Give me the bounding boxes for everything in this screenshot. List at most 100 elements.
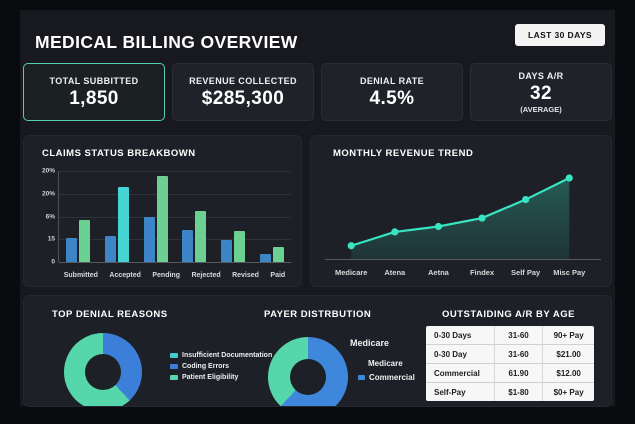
table-cell: Self-Pay [434, 387, 466, 397]
table-cell: Commercial [426, 363, 495, 383]
x-axis-label: Revised [232, 272, 259, 279]
denial-reasons-title: TOP DENIAL REASONS [52, 309, 168, 320]
bar-group [182, 171, 207, 262]
x-axis-label: Accepted [109, 272, 141, 279]
payer-label: Commercial [358, 373, 415, 382]
gridline [59, 193, 291, 195]
denial-reasons-donut-chart [64, 333, 142, 406]
bar [195, 211, 207, 262]
table-cell: $12.00 [542, 363, 594, 383]
bar [117, 187, 129, 262]
claims-x-axis-labels: Submitted Accepted Pending Rejected Revised P… [58, 272, 291, 279]
bar [104, 235, 116, 262]
bars [59, 171, 291, 262]
legend-item: Coding Errors [170, 363, 272, 370]
bar [220, 240, 232, 262]
table-row: 0-30 Days 31-60 90+ Pay [426, 326, 594, 345]
bar-group [66, 171, 91, 262]
bar [143, 217, 155, 262]
legend-swatch [358, 375, 365, 380]
trend-x-axis-labels: Medicare Atena Aetna Findex Self Pay Misc Pay [325, 268, 601, 278]
x-axis-label: Misc Pay [553, 268, 586, 277]
x-axis-label: Aetna [428, 268, 449, 277]
x-axis-label: Self Pay [511, 268, 541, 277]
y-axis-tick: 20% [41, 167, 55, 175]
trend-chart-title: MONTHLY REVENUE TREND [333, 148, 474, 159]
table-cell: 90+ Pay [542, 326, 594, 345]
gridline [59, 239, 291, 241]
denial-reasons-legend: Insufficient Documentation Coding Errors P… [170, 352, 272, 385]
payer-label: Medicare [350, 338, 389, 348]
kpi-row: TOTAL SUBBITTED 1,850 REVENUE COLLECTED … [23, 63, 612, 121]
legend-swatch [170, 364, 178, 369]
bottom-panel: TOP DENIAL REASONS Insufficient Document… [23, 295, 612, 407]
payer-label-text: Medicare [368, 359, 403, 368]
gridline [59, 216, 291, 218]
legend-swatch [170, 353, 178, 358]
legend-swatch [170, 375, 178, 380]
bar [259, 253, 271, 262]
table-row: Commercial 61.90 $12.00 [426, 363, 594, 383]
bar-group [143, 171, 168, 262]
x-axis-label: Medicare [334, 268, 368, 277]
payer-distribution-donut-chart [268, 337, 348, 406]
bar [66, 238, 78, 262]
table-cell: $21.00 [542, 344, 594, 364]
payer-distribution-labels: Medicare Medicare Commercial [24, 296, 611, 406]
legend-label: Coding Errors [182, 363, 230, 370]
payer-label-text: Commercial [369, 373, 415, 382]
table-cell: 31-60 [493, 344, 543, 364]
gridline [59, 171, 291, 172]
data-point [434, 222, 443, 231]
kpi-label: TOTAL SUBBITTED [49, 76, 139, 86]
x-axis-label: Atena [384, 268, 406, 277]
data-point [522, 195, 530, 204]
legend-item: Insufficient Documentation [170, 352, 272, 359]
bar-group [259, 171, 284, 262]
x-axis-label: Rejected [191, 272, 221, 279]
kpi-card-total-submitted: TOTAL SUBBITTED 1,850 [23, 63, 165, 121]
kpi-subtext: (AVERAGE) [520, 104, 562, 114]
y-axis-tick: 6% [45, 213, 55, 220]
table-cell: 0-30 Days [426, 326, 495, 345]
bar [79, 220, 91, 262]
table-cell: 61.90 [493, 363, 543, 383]
revenue-trend-line-chart [325, 172, 601, 260]
bar [272, 246, 284, 262]
table-row: 0-30 Day 31-60 $21.00 [426, 344, 594, 364]
table-cell: 0-30 Day [426, 344, 495, 364]
kpi-value: 4.5% [369, 88, 415, 109]
ar-aging-table-title: OUTSTAIDING A/R BY AGE [442, 309, 575, 320]
kpi-card-days-ar: DAYS A/R 32 (AVERAGE) [470, 63, 612, 121]
kpi-label: DENIAL RATE [359, 76, 425, 86]
data-point [391, 228, 399, 236]
trend-line-svg [347, 174, 573, 259]
bar-group [104, 171, 129, 262]
charts-row: CLAIMS STATUS BREAKBOWN 20% 20% 6% 15 0 Subm… [23, 135, 612, 287]
claims-status-panel: CLAIMS STATUS BREAKBOWN 20% 20% 6% 15 0 Subm… [23, 135, 302, 287]
legend-item: Patient Eligibility [170, 374, 272, 381]
ar-aging-table: 0-30 Days 31-60 90+ Pay 0-30 Day 31-60 $21.00… [426, 326, 594, 401]
x-axis-label: Pending [152, 272, 180, 279]
payer-label: Medicare [368, 359, 403, 368]
payer-label-text: Medicare [350, 338, 390, 348]
table-row: Self-Pay $1-80 $0+ Pay [426, 382, 594, 401]
payer-distribution-title: PAYER DISTRBUTION [264, 309, 372, 320]
y-axis-tick: 15 [47, 235, 55, 243]
table-cell: 31-60 [493, 326, 543, 345]
table-cell: $1-80 [493, 382, 543, 401]
kpi-card-denial-rate: DENIAL RATE 4.5% [321, 63, 463, 121]
page-title: MEDICAL BILLING OVERVIEW [35, 32, 298, 52]
bar-group [220, 171, 245, 262]
y-axis-tick: 20% [41, 190, 55, 198]
table-cell: $0+ Pay [542, 382, 594, 401]
legend-label: Patient Eligibility [182, 374, 239, 381]
date-range-button[interactable]: LAST 30 DAYS [514, 24, 605, 46]
claims-chart-title: CLAIMS STATUS BREAKBOWN [42, 148, 196, 159]
data-point [478, 214, 486, 222]
kpi-label: REVENUE COLLECTED [189, 76, 297, 86]
kpi-label: DAYS A/R [518, 70, 564, 81]
claims-bar-chart: 20% 20% 6% 15 0 [42, 168, 291, 266]
gridline [59, 262, 291, 263]
kpi-card-revenue-collected: REVENUE COLLECTED $285,300 [172, 63, 314, 121]
